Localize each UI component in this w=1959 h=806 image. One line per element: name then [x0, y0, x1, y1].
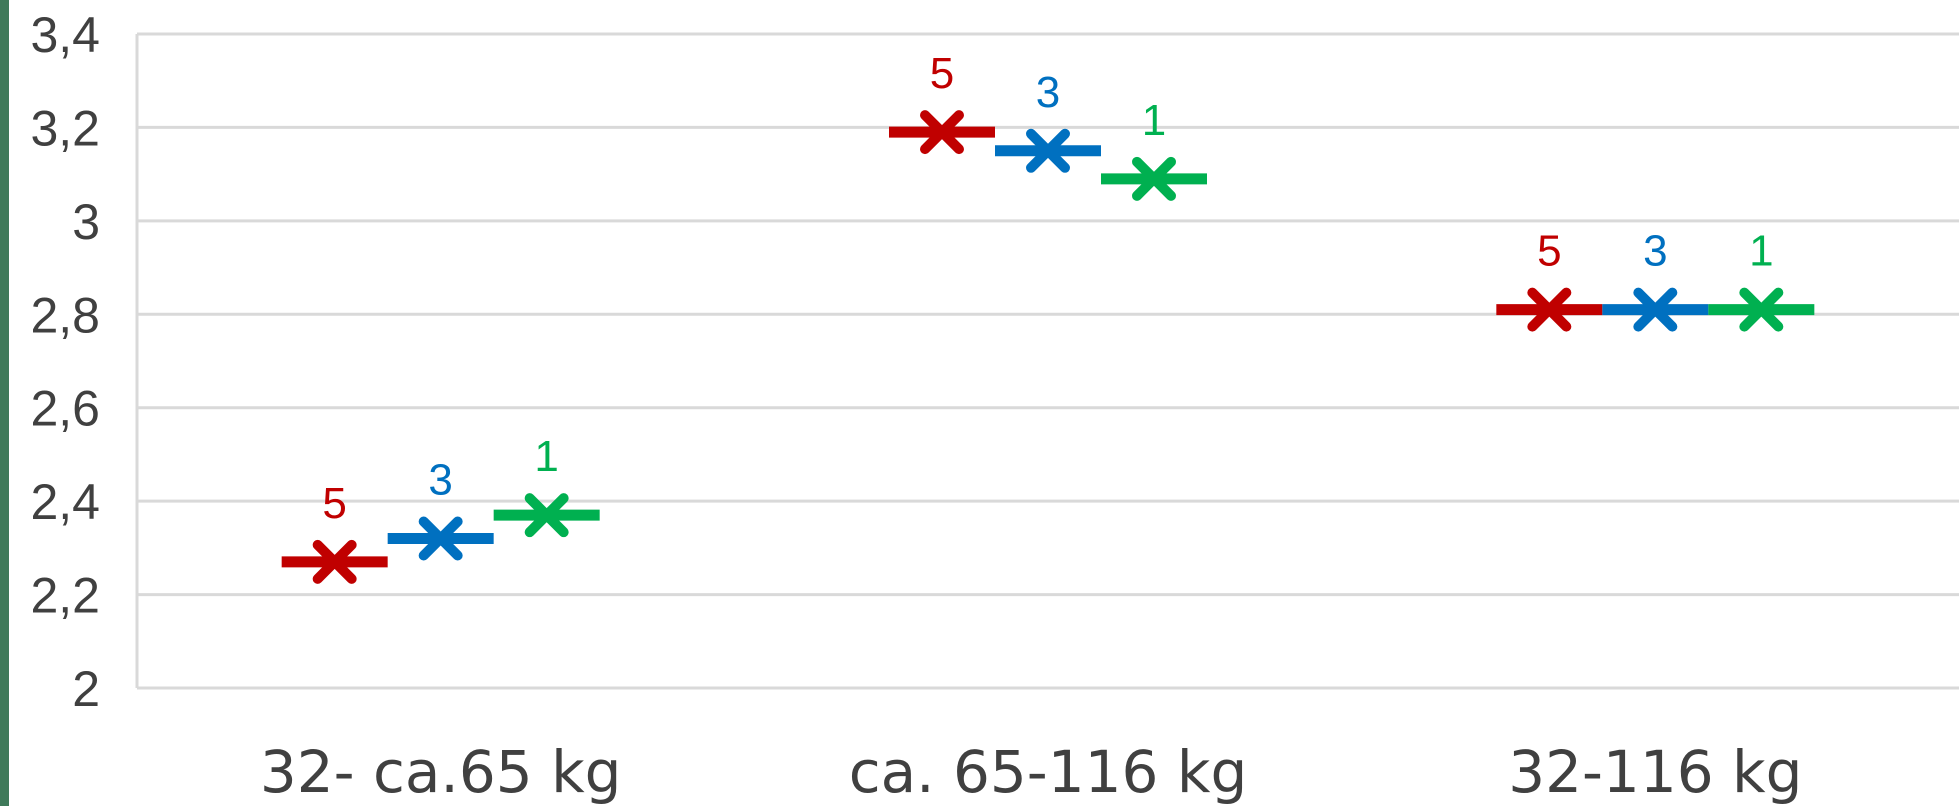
y-tick-label: 2,2 [30, 568, 100, 624]
data-point-marker [312, 539, 357, 584]
y-tick-label: 3 [72, 194, 100, 250]
y-tick-label: 3,2 [30, 100, 100, 156]
data-label: 5 [322, 479, 346, 528]
data-label: 3 [1643, 227, 1667, 276]
data-point-marker [1633, 287, 1678, 332]
data-label: 5 [1537, 227, 1561, 276]
data-label: 1 [1749, 227, 1773, 276]
left-edge-strip [0, 0, 9, 806]
data-point-marker [1026, 128, 1070, 173]
data-marks: 5 5 5 3 3 3 1 1 1 [281, 49, 1815, 584]
data-label: 3 [1036, 68, 1060, 117]
y-tick-label: 2,4 [30, 474, 100, 530]
data-point-marker [418, 516, 463, 561]
data-point-marker [1739, 287, 1784, 332]
data-label: 3 [428, 456, 452, 505]
x-axis: 32- ca.65 kg ca. 65-116 kg 32-116 kg [260, 738, 1803, 806]
data-point-marker [920, 110, 964, 155]
x-category-label: ca. 65-116 kg [849, 738, 1248, 806]
y-tick-label: 2 [72, 661, 100, 717]
y-tick-label: 2,8 [30, 287, 100, 343]
data-point-marker [524, 493, 569, 538]
y-axis: 2 2,2 2,4 2,6 2,8 3 3,2 3,4 [30, 7, 139, 717]
grid-lines [137, 32, 1959, 690]
data-label: 1 [534, 432, 558, 481]
data-point-marker [1527, 287, 1572, 332]
y-tick-label: 3,4 [30, 7, 100, 63]
y-tick-label: 2,6 [30, 381, 100, 437]
data-label: 5 [930, 49, 954, 98]
data-point-marker [1132, 156, 1176, 201]
x-category-label: 32-116 kg [1508, 738, 1802, 806]
data-label: 1 [1142, 96, 1166, 145]
x-category-label: 32- ca.65 kg [260, 738, 622, 806]
